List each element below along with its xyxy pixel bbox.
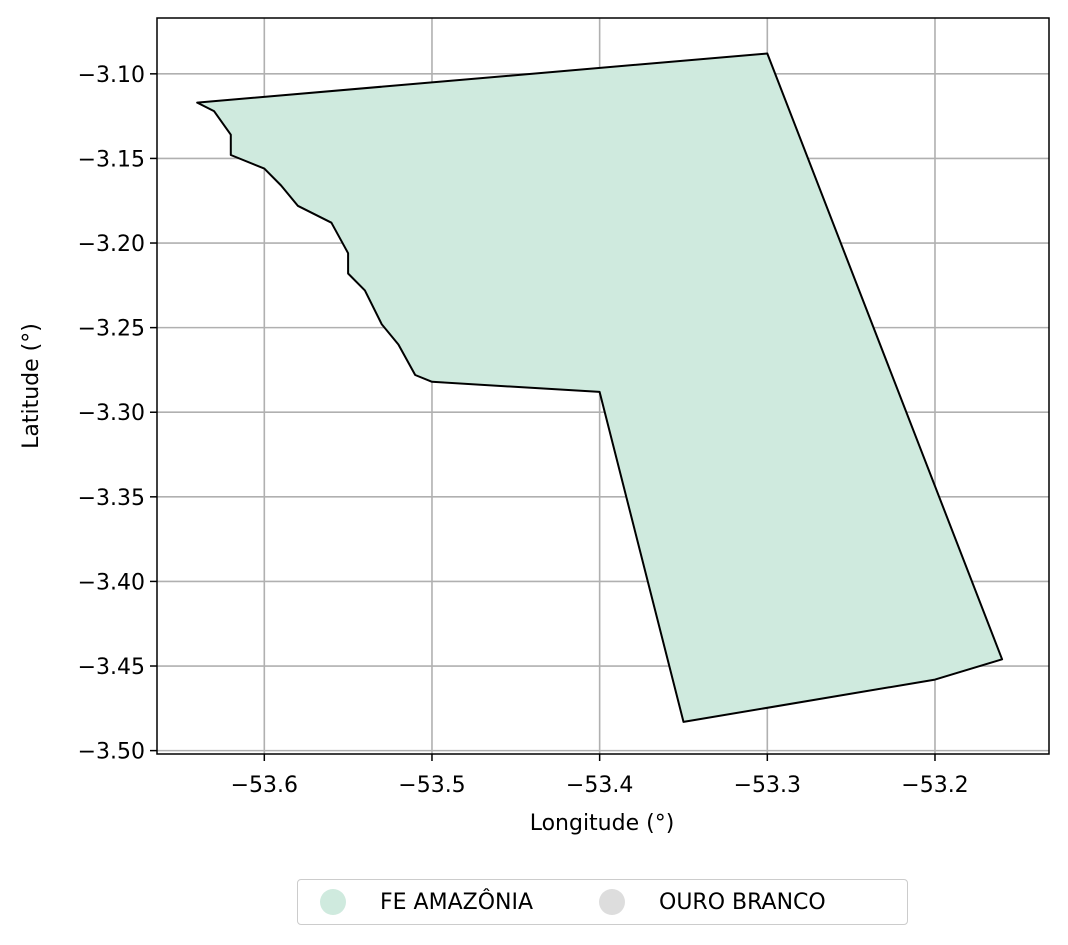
map-plot: −53.6 −53.5 −53.4 −53.3 −53.2 −3.10 −3.15 −3.2… <box>19 17 1050 836</box>
legend-label: FE AMAZÔNIA <box>380 889 534 915</box>
y-axis-label: Latitude (°) <box>19 323 44 449</box>
legend-label: OURO BRANCO <box>659 889 826 915</box>
legend-item-ouro-branco: OURO BRANCO <box>599 889 826 915</box>
x-tick-label: −53.4 <box>566 773 633 798</box>
legend-marker <box>320 889 346 915</box>
y-tick-label: −3.25 <box>78 317 145 342</box>
y-tick-label: −3.40 <box>78 570 145 595</box>
y-axis-ticks: −3.10 −3.15 −3.20 −3.25 −3.30 −3.35 −3.40 −3.45… <box>78 63 157 765</box>
x-tick-label: −53.6 <box>231 773 298 798</box>
x-tick-label: −53.5 <box>398 773 465 798</box>
y-tick-label: −3.50 <box>78 740 145 765</box>
x-tick-label: −53.3 <box>734 773 801 798</box>
y-tick-label: −3.10 <box>78 63 145 88</box>
y-tick-label: −3.45 <box>78 655 145 680</box>
municipality-region <box>196 52 1004 723</box>
legend-marker <box>599 889 626 915</box>
axes-frame <box>156 17 1050 755</box>
x-axis-label: Longitude (°) <box>530 811 675 836</box>
y-tick-label: −3.30 <box>78 401 145 426</box>
y-tick-label: −3.35 <box>78 486 145 511</box>
y-tick-label: −3.20 <box>78 232 145 257</box>
y-tick-label: −3.15 <box>78 147 145 172</box>
x-tick-label: −53.2 <box>901 773 968 798</box>
x-axis-ticks: −53.6 −53.5 −53.4 −53.3 −53.2 <box>231 754 969 798</box>
legend-item-fe-amazonia: FE AMAZÔNIA <box>320 889 533 915</box>
region-layer <box>196 52 1004 723</box>
legend: FE AMAZÔNIA OURO BRANCO <box>297 879 908 925</box>
